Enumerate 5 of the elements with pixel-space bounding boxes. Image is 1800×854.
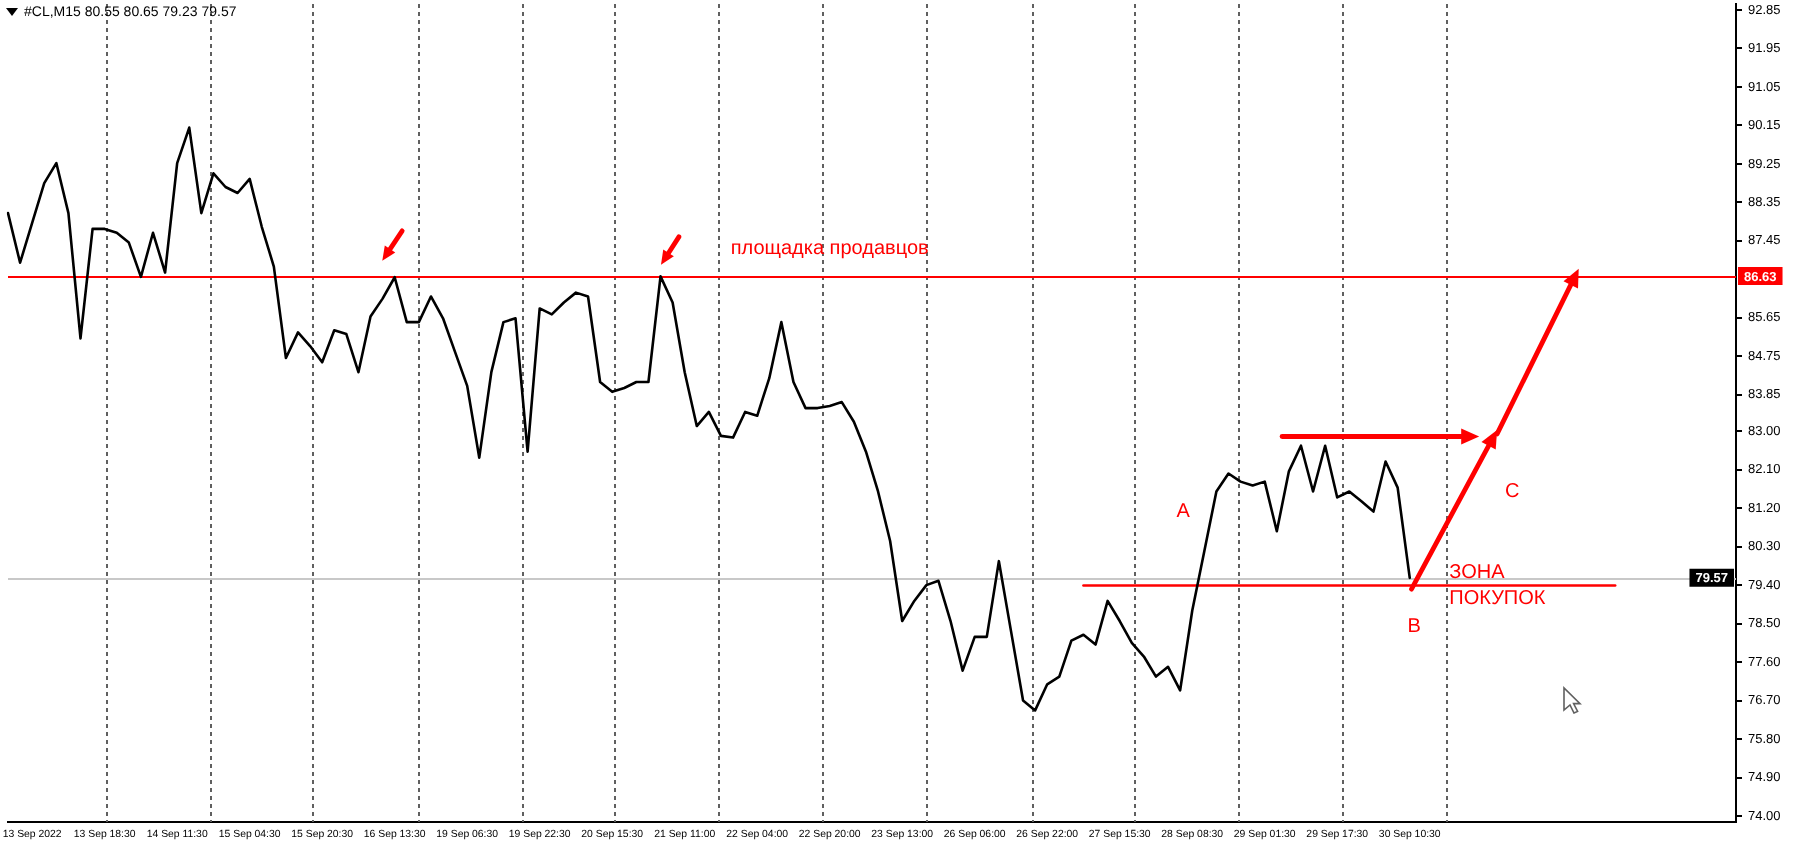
annotation: ЗОНА ПОКУПОК (1449, 561, 1546, 610)
annotation: площадка продавцов (730, 238, 929, 261)
annotation: C (1505, 481, 1520, 504)
annotation: B (1407, 616, 1422, 639)
annotation: A (1176, 501, 1191, 524)
